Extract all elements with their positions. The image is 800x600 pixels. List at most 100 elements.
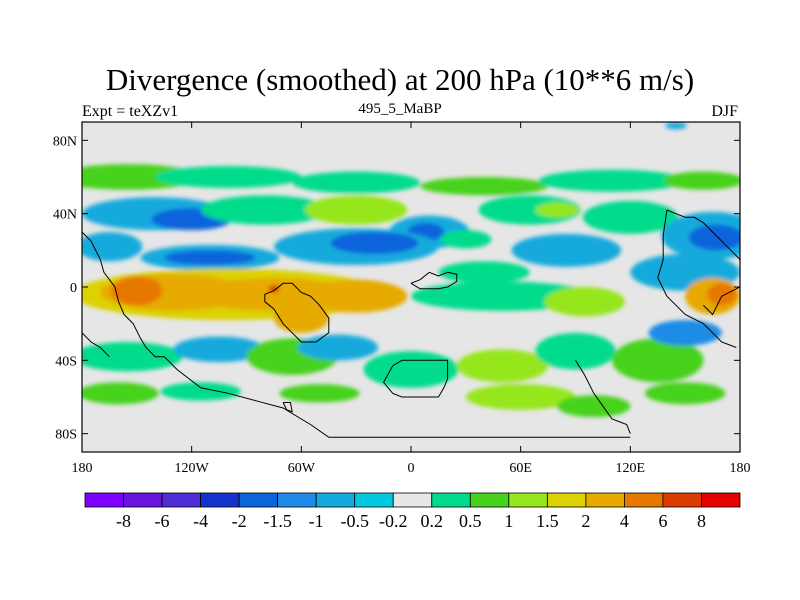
coastline-9 <box>703 286 740 316</box>
colorbar-label: -6 <box>155 511 170 531</box>
contour-region-22 <box>330 232 419 254</box>
contour-region-51 <box>557 395 631 418</box>
chart-subtitle: 495_5_MaBP <box>358 101 442 117</box>
coastline-1 <box>264 282 330 343</box>
contour-region-39 <box>173 336 265 363</box>
colorbar-swatch-7 <box>354 492 394 508</box>
colorbar-swatch-6 <box>315 492 356 508</box>
colorbar: -8 -6 -4 -2 -1.5 -1 -0.5 -0.2 0.2 0.5 1 1.5 2 4 6 8 <box>84 492 741 531</box>
contour-region-29 <box>111 276 163 306</box>
y-tick-label: 40N <box>53 208 77 223</box>
contour-region-31 <box>304 279 408 313</box>
contour-region-23 <box>440 230 492 249</box>
colorbar-swatch-0 <box>84 492 124 508</box>
contour-fill-layer <box>82 122 740 418</box>
contour-region-10 <box>304 195 408 225</box>
contour-region-50 <box>465 384 576 410</box>
colorbar-label: 2 <box>581 511 590 531</box>
contour-region-3 <box>420 177 549 196</box>
contour-region-1 <box>155 166 302 188</box>
contour-region-35 <box>544 287 625 317</box>
contour-region-15 <box>582 200 678 234</box>
colorbar-swatch-16 <box>701 492 741 508</box>
y-tick-label: 80N <box>53 134 77 149</box>
chart-title: Divergence (smoothed) at 200 hPa (10**6 … <box>105 62 695 97</box>
coastline-6 <box>657 209 737 348</box>
contour-region-48 <box>160 382 242 401</box>
contour-region-45 <box>612 338 704 383</box>
coastline-0 <box>82 231 631 438</box>
x-tick-label: 60W <box>288 461 316 476</box>
colorbar-label: -8 <box>116 511 131 531</box>
colorbar-label: -1 <box>309 511 324 531</box>
coastline-3 <box>410 271 458 290</box>
colorbar-label: 1.5 <box>536 511 559 531</box>
coastline-4 <box>575 360 631 434</box>
contour-region-9 <box>200 195 329 225</box>
season-label: DJF <box>711 103 738 120</box>
colorbar-label: 0.2 <box>421 511 444 531</box>
coastline-7 <box>82 332 110 358</box>
x-tick-label: 120E <box>616 461 646 476</box>
coastline-layer <box>82 209 740 438</box>
contour-region-52 <box>644 382 726 405</box>
colorbar-swatch-4 <box>238 492 279 508</box>
contour-region-4 <box>538 169 686 192</box>
contour-region-44 <box>535 332 616 370</box>
contour-region-5 <box>663 171 740 190</box>
colorbar-label: -0.5 <box>340 511 369 531</box>
coastline-2 <box>382 359 449 398</box>
contour-region-13 <box>478 195 581 225</box>
colorbar-label: 4 <box>620 511 629 531</box>
colorbar-swatch-14 <box>624 492 664 508</box>
colorbar-label: -4 <box>193 511 208 531</box>
x-tick-label: 180 <box>72 461 93 476</box>
x-tick-label: 180 <box>730 461 751 476</box>
contour-region-49 <box>279 384 360 403</box>
contour-region-2 <box>292 171 421 194</box>
axis-layer: 180 120W 60W 0 60E 120E 180 80N 40N 0 40S 80S <box>53 122 751 476</box>
colorbar-label: -2 <box>232 511 247 531</box>
colorbar-swatch-5 <box>277 492 317 508</box>
contour-region-33 <box>273 303 329 333</box>
colorbar-label: 8 <box>697 511 706 531</box>
y-tick-label: 0 <box>70 281 77 296</box>
colorbar-label: 0.5 <box>459 511 482 531</box>
contour-region-42 <box>363 351 459 388</box>
colorbar-label: 6 <box>658 511 667 531</box>
colorbar-label: 1 <box>504 511 513 531</box>
contour-region-17 <box>688 224 740 251</box>
coastline-5 <box>666 209 740 260</box>
contour-region-24 <box>438 261 530 284</box>
colorbar-swatch-10 <box>469 492 510 508</box>
x-tick-label: 60E <box>509 461 532 476</box>
colorbar-swatch-1 <box>123 492 163 508</box>
y-tick-label: 40S <box>55 354 77 369</box>
colorbar-swatch-15 <box>662 492 702 508</box>
colorbar-swatch-11 <box>508 492 548 508</box>
contour-region-37 <box>707 283 737 306</box>
colorbar-label: -1.5 <box>263 511 292 531</box>
contour-region-38 <box>82 342 183 372</box>
contour-region-46 <box>648 320 722 346</box>
contour-region-25 <box>511 233 622 267</box>
y-tick-label: 80S <box>55 428 77 443</box>
x-tick-label: 0 <box>408 461 415 476</box>
colorbar-swatch-12 <box>546 492 587 508</box>
colorbar-label: -0.2 <box>379 511 408 531</box>
experiment-label: Expt = teXZv1 <box>82 103 179 120</box>
contour-region-47 <box>82 382 159 405</box>
contour-region-6 <box>665 122 687 130</box>
contour-region-20 <box>164 250 256 265</box>
contour-region-41 <box>297 334 379 361</box>
contour-region-14 <box>535 202 580 218</box>
colorbar-swatch-3 <box>200 492 240 508</box>
colorbar-swatch-8 <box>392 492 433 508</box>
coastline-8 <box>282 402 293 413</box>
contour-region-32 <box>268 285 280 293</box>
x-tick-label: 120W <box>175 461 210 476</box>
contour-region-43 <box>456 349 549 383</box>
colorbar-swatch-13 <box>585 492 625 508</box>
colorbar-swatch-9 <box>431 492 471 508</box>
